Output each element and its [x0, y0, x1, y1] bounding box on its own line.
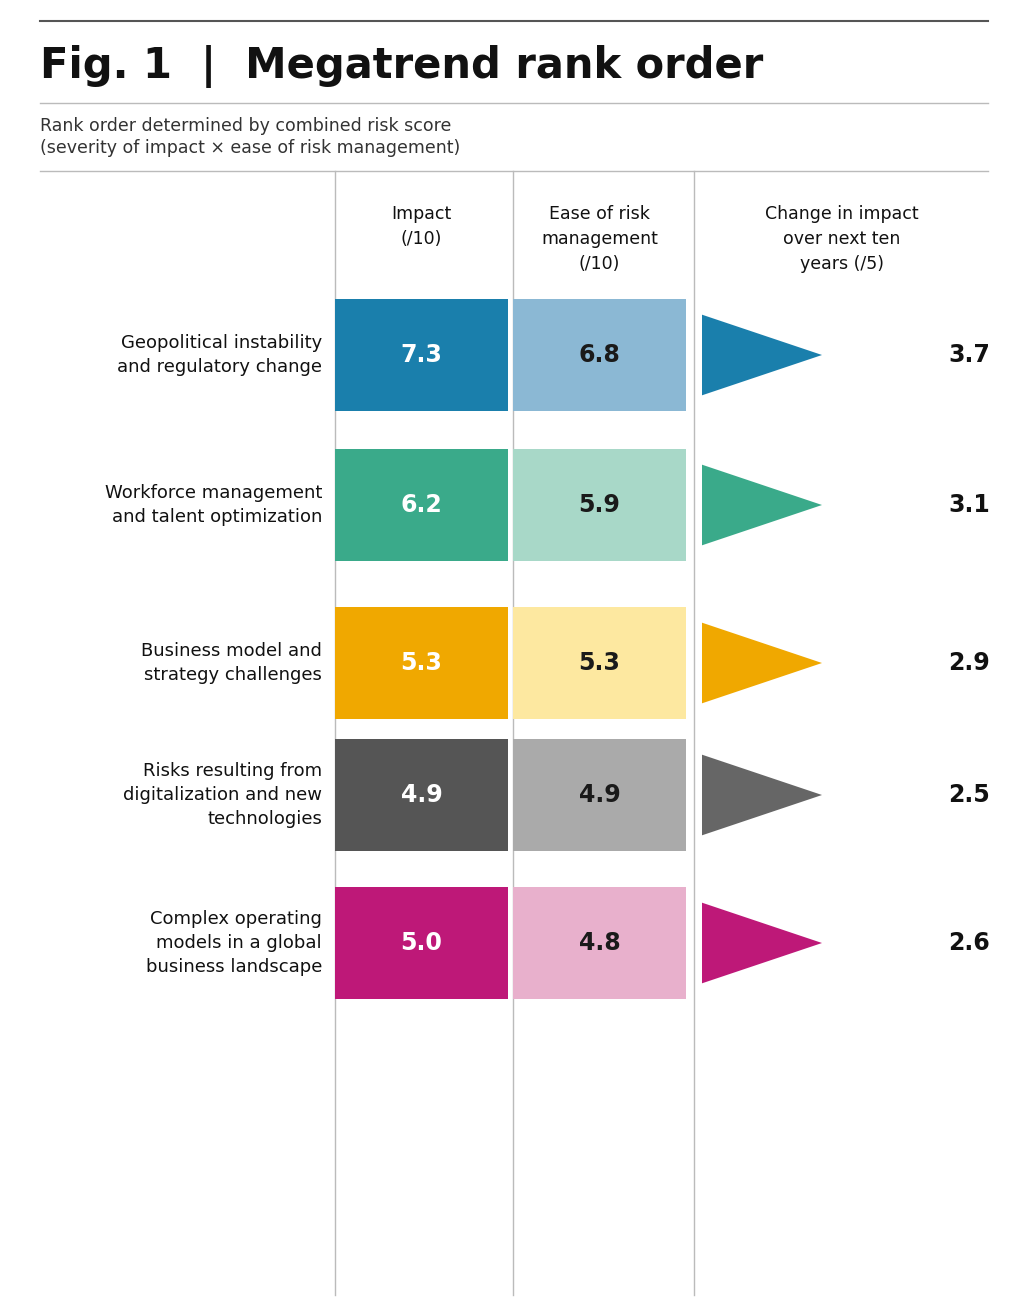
Text: 6.8: 6.8	[579, 343, 621, 368]
Polygon shape	[702, 465, 822, 545]
Text: 7.3: 7.3	[401, 343, 442, 368]
Bar	[335, 739, 508, 851]
Bar	[335, 888, 508, 999]
Bar	[513, 739, 686, 851]
Text: 4.8: 4.8	[579, 931, 620, 955]
Polygon shape	[702, 755, 822, 835]
Text: 5.0: 5.0	[401, 931, 442, 955]
Text: Change in impact
over next ten
years (/5): Change in impact over next ten years (/5…	[765, 205, 919, 273]
Polygon shape	[702, 315, 822, 395]
Bar	[335, 299, 508, 411]
Text: 4.9: 4.9	[579, 783, 620, 807]
Text: (severity of impact × ease of risk management): (severity of impact × ease of risk manag…	[40, 139, 461, 158]
Text: 3.1: 3.1	[948, 492, 990, 517]
Bar	[513, 449, 686, 561]
Text: 2.6: 2.6	[948, 931, 990, 955]
Text: Impact
(/10): Impact (/10)	[392, 205, 451, 248]
Bar	[335, 449, 508, 561]
Text: 2.5: 2.5	[948, 783, 990, 807]
Text: Rank order determined by combined risk score: Rank order determined by combined risk s…	[40, 117, 451, 135]
Text: Workforce management
and talent optimization: Workforce management and talent optimiza…	[105, 484, 322, 527]
Text: 6.2: 6.2	[401, 492, 442, 517]
Text: 5.3: 5.3	[579, 651, 621, 675]
Text: 5.3: 5.3	[401, 651, 442, 675]
Bar	[513, 888, 686, 999]
Text: Business model and
strategy challenges: Business model and strategy challenges	[141, 642, 322, 684]
Bar	[513, 607, 686, 720]
Bar	[335, 607, 508, 720]
Text: Geopolitical instability
and regulatory change: Geopolitical instability and regulatory …	[117, 334, 322, 376]
Text: 4.9: 4.9	[401, 783, 442, 807]
Text: Complex operating
models in a global
business landscape: Complex operating models in a global bus…	[146, 910, 322, 977]
Bar	[513, 299, 686, 411]
Text: 2.9: 2.9	[948, 651, 990, 675]
Text: Fig. 1  |  Megatrend rank order: Fig. 1 | Megatrend rank order	[40, 45, 763, 88]
Polygon shape	[702, 902, 822, 983]
Text: 5.9: 5.9	[579, 492, 621, 517]
Polygon shape	[702, 622, 822, 704]
Text: 3.7: 3.7	[948, 343, 990, 368]
Text: Risks resulting from
digitalization and new
technologies: Risks resulting from digitalization and …	[123, 762, 322, 829]
Text: Ease of risk
management
(/10): Ease of risk management (/10)	[541, 205, 658, 273]
